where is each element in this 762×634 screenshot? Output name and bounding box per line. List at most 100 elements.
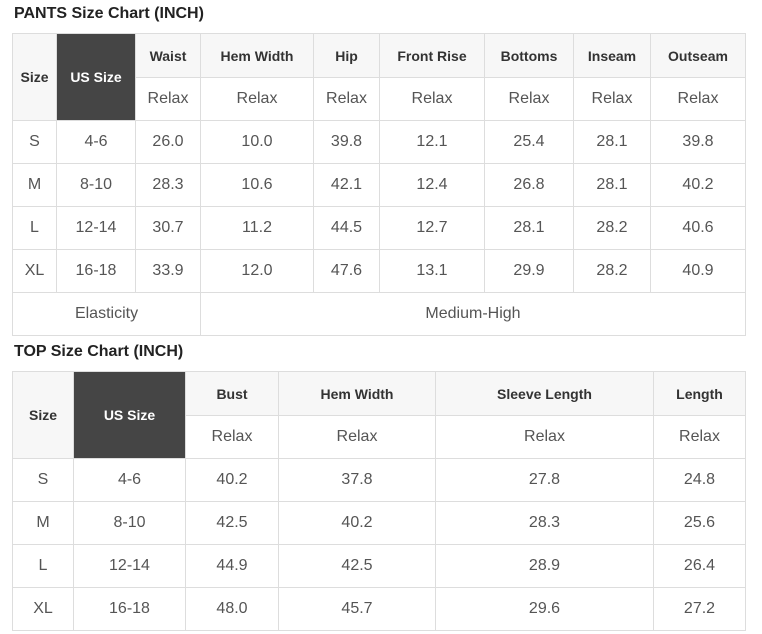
value-cell: 42.1 bbox=[313, 163, 380, 207]
value-cell: 26.0 bbox=[135, 120, 201, 164]
value-cell: 28.3 bbox=[135, 163, 201, 207]
value-cell: 28.1 bbox=[573, 120, 651, 164]
size-cell: L bbox=[12, 544, 74, 588]
fit-cell: Relax bbox=[135, 77, 201, 121]
us-size-column-header: US Size bbox=[56, 33, 136, 121]
value-cell: 25.6 bbox=[653, 501, 746, 545]
measure-column-header: Hem Width bbox=[278, 371, 436, 416]
value-cell: 12.7 bbox=[379, 206, 485, 250]
size-cell: S bbox=[12, 120, 57, 164]
pants-size-chart-title: PANTS Size Chart (INCH) bbox=[14, 5, 204, 22]
value-cell: 48.0 bbox=[185, 587, 279, 631]
fit-cell: Relax bbox=[484, 77, 574, 121]
fit-cell: Relax bbox=[313, 77, 380, 121]
elasticity-value: Medium-High bbox=[200, 292, 746, 336]
table-row: M 8-10 28.3 10.6 42.1 12.4 26.8 28.1 40.2 bbox=[12, 163, 746, 207]
value-cell: 30.7 bbox=[135, 206, 201, 250]
value-cell: 40.2 bbox=[650, 163, 746, 207]
measure-column-header: Front Rise bbox=[379, 33, 485, 78]
us-size-cell: 16-18 bbox=[56, 249, 136, 293]
value-cell: 44.5 bbox=[313, 206, 380, 250]
measure-column-header: Waist bbox=[135, 33, 201, 78]
size-cell: S bbox=[12, 458, 74, 502]
fit-cell: Relax bbox=[573, 77, 651, 121]
size-cell: XL bbox=[12, 587, 74, 631]
value-cell: 40.2 bbox=[278, 501, 436, 545]
us-size-cell: 8-10 bbox=[73, 501, 186, 545]
value-cell: 28.2 bbox=[573, 206, 651, 250]
top-size-chart-title: TOP Size Chart (INCH) bbox=[14, 343, 184, 360]
value-cell: 40.9 bbox=[650, 249, 746, 293]
value-cell: 24.8 bbox=[653, 458, 746, 502]
size-column-header: Size bbox=[12, 371, 74, 459]
value-cell: 28.2 bbox=[573, 249, 651, 293]
value-cell: 39.8 bbox=[650, 120, 746, 164]
value-cell: 44.9 bbox=[185, 544, 279, 588]
fit-cell: Relax bbox=[185, 415, 279, 459]
us-size-cell: 12-14 bbox=[56, 206, 136, 250]
value-cell: 12.0 bbox=[200, 249, 314, 293]
fit-cell: Relax bbox=[379, 77, 485, 121]
value-cell: 40.6 bbox=[650, 206, 746, 250]
size-cell: M bbox=[12, 163, 57, 207]
value-cell: 37.8 bbox=[278, 458, 436, 502]
measure-column-header: Outseam bbox=[650, 33, 746, 78]
fit-cell: Relax bbox=[650, 77, 746, 121]
fit-cell: Relax bbox=[653, 415, 746, 459]
value-cell: 29.9 bbox=[484, 249, 574, 293]
value-cell: 28.1 bbox=[573, 163, 651, 207]
value-cell: 45.7 bbox=[278, 587, 436, 631]
fit-cell: Relax bbox=[435, 415, 654, 459]
value-cell: 27.2 bbox=[653, 587, 746, 631]
table-row: M 8-10 42.5 40.2 28.3 25.6 bbox=[12, 501, 746, 545]
value-cell: 29.6 bbox=[435, 587, 654, 631]
value-cell: 42.5 bbox=[278, 544, 436, 588]
table-row: L 12-14 44.9 42.5 28.9 26.4 bbox=[12, 544, 746, 588]
elasticity-label: Elasticity bbox=[12, 292, 201, 336]
top-size-chart-table: Size US Size Bust Hem Width Sleeve Length Len… bbox=[12, 371, 746, 631]
us-size-cell: 4-6 bbox=[56, 120, 136, 164]
value-cell: 33.9 bbox=[135, 249, 201, 293]
table-row: S 4-6 40.2 37.8 27.8 24.8 bbox=[12, 458, 746, 502]
pants-size-chart-table: Size US Size Waist Hem Width Hip Front Rise Bo… bbox=[12, 33, 746, 336]
value-cell: 39.8 bbox=[313, 120, 380, 164]
size-cell: XL bbox=[12, 249, 57, 293]
value-cell: 28.1 bbox=[484, 206, 574, 250]
elasticity-row: Elasticity Medium-High bbox=[12, 292, 746, 336]
table-row: L 12-14 30.7 11.2 44.5 12.7 28.1 28.2 40.6 bbox=[12, 206, 746, 250]
value-cell: 12.4 bbox=[379, 163, 485, 207]
table-row: S 4-6 26.0 10.0 39.8 12.1 25.4 28.1 39.8 bbox=[12, 120, 746, 164]
us-size-cell: 12-14 bbox=[73, 544, 186, 588]
size-cell: L bbox=[12, 206, 57, 250]
measure-column-header: Hem Width bbox=[200, 33, 314, 78]
measure-column-header: Bottoms bbox=[484, 33, 574, 78]
value-cell: 26.8 bbox=[484, 163, 574, 207]
value-cell: 11.2 bbox=[200, 206, 314, 250]
value-cell: 28.3 bbox=[435, 501, 654, 545]
table-row: XL 16-18 48.0 45.7 29.6 27.2 bbox=[12, 587, 746, 631]
measure-column-header: Hip bbox=[313, 33, 380, 78]
value-cell: 13.1 bbox=[379, 249, 485, 293]
fit-cell: Relax bbox=[200, 77, 314, 121]
us-size-cell: 16-18 bbox=[73, 587, 186, 631]
value-cell: 47.6 bbox=[313, 249, 380, 293]
value-cell: 10.0 bbox=[200, 120, 314, 164]
value-cell: 26.4 bbox=[653, 544, 746, 588]
value-cell: 12.1 bbox=[379, 120, 485, 164]
measure-column-header: Bust bbox=[185, 371, 279, 416]
fit-cell: Relax bbox=[278, 415, 436, 459]
value-cell: 27.8 bbox=[435, 458, 654, 502]
size-cell: M bbox=[12, 501, 74, 545]
value-cell: 28.9 bbox=[435, 544, 654, 588]
us-size-column-header: US Size bbox=[73, 371, 186, 459]
value-cell: 10.6 bbox=[200, 163, 314, 207]
value-cell: 42.5 bbox=[185, 501, 279, 545]
measure-column-header: Inseam bbox=[573, 33, 651, 78]
table-row: XL 16-18 33.9 12.0 47.6 13.1 29.9 28.2 40.9 bbox=[12, 249, 746, 293]
value-cell: 40.2 bbox=[185, 458, 279, 502]
measure-column-header: Sleeve Length bbox=[435, 371, 654, 416]
us-size-cell: 4-6 bbox=[73, 458, 186, 502]
size-column-header: Size bbox=[12, 33, 57, 121]
value-cell: 25.4 bbox=[484, 120, 574, 164]
measure-column-header: Length bbox=[653, 371, 746, 416]
